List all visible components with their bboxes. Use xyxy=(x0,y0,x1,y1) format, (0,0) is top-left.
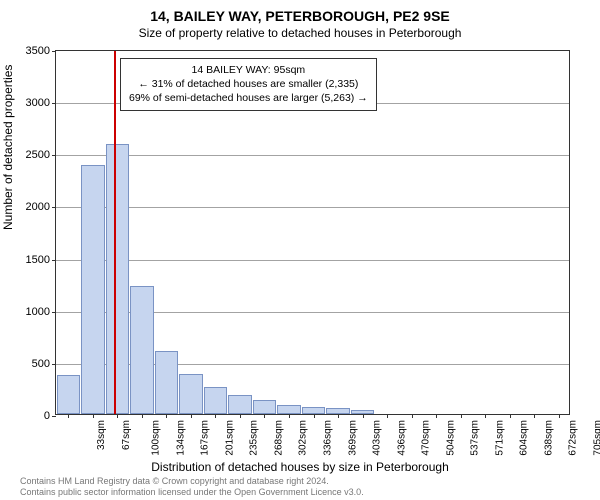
histogram-bar xyxy=(302,407,326,414)
x-tick-label: 504sqm xyxy=(445,420,456,456)
x-tick xyxy=(485,414,486,418)
histogram-bar xyxy=(253,400,277,414)
x-tick-label: 604sqm xyxy=(519,420,530,456)
x-tick-label: 268sqm xyxy=(274,420,285,456)
y-tick-label: 2000 xyxy=(26,201,56,213)
x-tick xyxy=(289,414,290,418)
x-tick xyxy=(510,414,511,418)
x-tick-label: 33sqm xyxy=(96,420,107,450)
x-tick-label: 571sqm xyxy=(494,420,505,456)
x-tick-label: 403sqm xyxy=(372,420,383,456)
histogram-bar xyxy=(277,405,301,414)
histogram-bar xyxy=(204,387,228,414)
x-tick-label: 705sqm xyxy=(592,420,600,456)
x-tick-label: 436sqm xyxy=(396,420,407,456)
x-tick-label: 167sqm xyxy=(200,420,211,456)
x-tick-label: 100sqm xyxy=(151,420,162,456)
histogram-bar xyxy=(57,375,81,414)
x-tick-label: 369sqm xyxy=(347,420,358,456)
x-tick-label: 672sqm xyxy=(568,420,579,456)
x-tick xyxy=(264,414,265,418)
footer-line-2: Contains public sector information licen… xyxy=(20,487,364,497)
chart-container: 14, BAILEY WAY, PETERBOROUGH, PE2 9SE Si… xyxy=(0,0,600,500)
info-callout-line: ← 31% of detached houses are smaller (2,… xyxy=(129,77,368,91)
x-tick-label: 201sqm xyxy=(224,420,235,456)
x-tick xyxy=(93,414,94,418)
gridline xyxy=(56,155,569,156)
x-tick xyxy=(240,414,241,418)
y-tick-label: 2500 xyxy=(26,149,56,161)
histogram-bar xyxy=(228,395,252,414)
chart-title-2: Size of property relative to detached ho… xyxy=(0,26,600,40)
x-tick-label: 302sqm xyxy=(298,420,309,456)
x-tick xyxy=(215,414,216,418)
x-tick-label: 134sqm xyxy=(175,420,186,456)
x-tick xyxy=(117,414,118,418)
plot-area: 050010001500200025003000350033sqm67sqm10… xyxy=(55,50,570,415)
attribution-footer: Contains HM Land Registry data © Crown c… xyxy=(20,476,364,497)
x-tick xyxy=(559,414,560,418)
y-tick-label: 3000 xyxy=(26,97,56,109)
y-axis-label: Number of detached properties xyxy=(1,65,15,230)
x-tick xyxy=(534,414,535,418)
x-tick-label: 67sqm xyxy=(121,420,132,450)
histogram-bar xyxy=(130,286,154,414)
x-tick xyxy=(68,414,69,418)
x-tick xyxy=(387,414,388,418)
y-tick-label: 1000 xyxy=(26,306,56,318)
property-marker-line xyxy=(114,51,116,414)
x-axis-label: Distribution of detached houses by size … xyxy=(0,460,600,474)
info-callout-line: 69% of semi-detached houses are larger (… xyxy=(129,91,368,105)
title-block: 14, BAILEY WAY, PETERBOROUGH, PE2 9SE Si… xyxy=(0,0,600,40)
gridline xyxy=(56,207,569,208)
histogram-bar xyxy=(155,351,179,414)
x-tick xyxy=(412,414,413,418)
x-tick xyxy=(191,414,192,418)
y-tick-label: 1500 xyxy=(26,254,56,266)
info-callout-box: 14 BAILEY WAY: 95sqm← 31% of detached ho… xyxy=(120,58,377,111)
y-tick-label: 3500 xyxy=(26,45,56,57)
histogram-bar xyxy=(81,165,105,414)
x-tick xyxy=(338,414,339,418)
x-tick xyxy=(314,414,315,418)
x-tick xyxy=(166,414,167,418)
x-tick-label: 638sqm xyxy=(543,420,554,456)
gridline xyxy=(56,260,569,261)
x-tick-label: 235sqm xyxy=(249,420,260,456)
x-tick xyxy=(461,414,462,418)
info-callout-line: 14 BAILEY WAY: 95sqm xyxy=(129,63,368,77)
y-tick-label: 500 xyxy=(32,358,56,370)
histogram-bar xyxy=(179,374,203,414)
histogram-bar xyxy=(106,144,130,414)
x-tick-label: 470sqm xyxy=(421,420,432,456)
y-tick-label: 0 xyxy=(44,410,56,422)
x-tick-label: 537sqm xyxy=(470,420,481,456)
x-tick xyxy=(363,414,364,418)
x-tick xyxy=(142,414,143,418)
chart-title-1: 14, BAILEY WAY, PETERBOROUGH, PE2 9SE xyxy=(0,8,600,24)
x-tick xyxy=(436,414,437,418)
x-tick-label: 336sqm xyxy=(323,420,334,456)
footer-line-1: Contains HM Land Registry data © Crown c… xyxy=(20,476,364,486)
